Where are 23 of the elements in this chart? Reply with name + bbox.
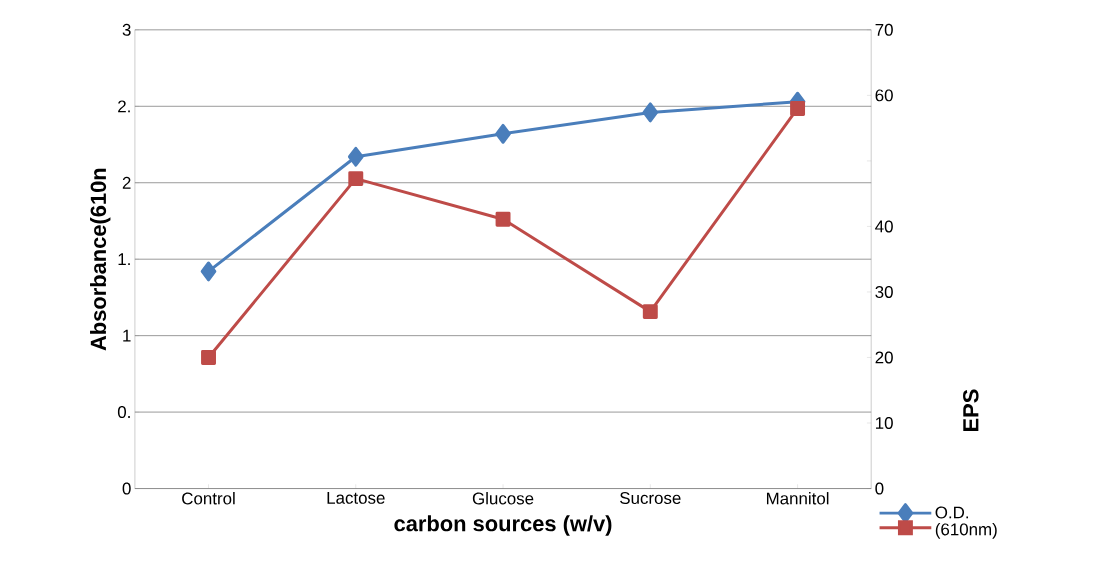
y-tick-label: 1 xyxy=(123,329,131,342)
y2-tick-label: 30 xyxy=(875,285,893,298)
y2-tick-label: 0 xyxy=(875,482,884,495)
x-tick-label: Control xyxy=(182,492,235,505)
x-tick-label: Sucrose xyxy=(620,492,681,504)
y-tick-label: 0. xyxy=(117,406,130,419)
y-axis-title: Absorbance(610n xyxy=(90,168,111,351)
y2-tick-label: 70 xyxy=(875,23,893,36)
y2-tick-label: 60 xyxy=(875,89,893,102)
y-tick-label: 0 xyxy=(122,482,131,495)
x-axis-title: carbon sources (w/v) xyxy=(394,515,612,536)
y2-tick-label: 20 xyxy=(875,351,893,364)
y2-tick-label: 40 xyxy=(875,220,893,233)
x-tick-label: Glucose xyxy=(472,492,534,505)
y-tick-label: 2. xyxy=(118,100,130,113)
x-tick-label: Lactose xyxy=(327,492,385,504)
y-tick-label: 1. xyxy=(118,253,130,265)
y-tick-label: 3 xyxy=(122,23,131,36)
y2-tick-label: 10 xyxy=(876,416,893,429)
x-tick-label: Mannitol xyxy=(766,492,829,505)
y-tick-label: 2 xyxy=(122,176,131,189)
y2-axis-title: EPS xyxy=(963,389,979,431)
legend-label: O.D. (610nm) xyxy=(935,506,997,539)
